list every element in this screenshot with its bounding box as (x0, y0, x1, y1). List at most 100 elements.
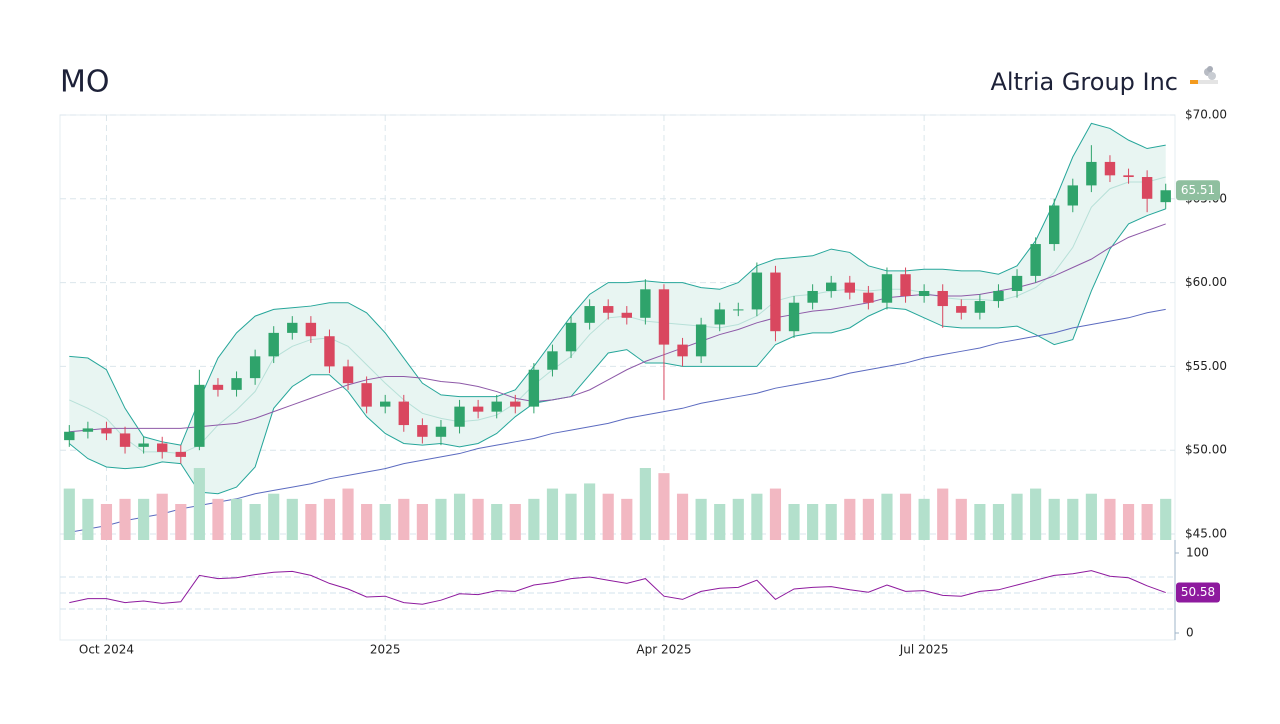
volume-bar (565, 493, 577, 540)
candle-body (658, 289, 670, 345)
candle-body (881, 274, 893, 303)
candle-body (714, 309, 725, 325)
candle-body (1104, 161, 1116, 176)
volume-bar (584, 483, 596, 540)
volume-bar (881, 493, 893, 540)
candle-body (342, 366, 354, 384)
volume-bar (899, 493, 912, 540)
rsi-line (69, 570, 1166, 605)
candle-body (324, 336, 335, 367)
candle-body (1160, 190, 1171, 203)
candle-body (603, 306, 614, 313)
rsi-badge (1176, 582, 1220, 603)
volume-bar (769, 488, 782, 540)
candle-body (64, 431, 75, 441)
volume-bar (138, 498, 150, 540)
candle-body (454, 406, 465, 427)
candle-body (1030, 244, 1041, 276)
candle-body (212, 384, 224, 390)
candle-body (733, 309, 744, 311)
volume-bar (639, 468, 651, 540)
candle-body (547, 351, 558, 370)
company-name: Altria Group Inc (990, 68, 1178, 96)
volume-bar (658, 473, 670, 540)
x-tick-label: 2025 (370, 643, 401, 657)
plot-frame (59, 114, 1176, 641)
volume-bar (1141, 504, 1153, 540)
volume-bar (937, 488, 949, 540)
volume-bar (807, 504, 819, 540)
band-upper (69, 122, 1166, 446)
volume-bar (602, 493, 614, 540)
candle-body (417, 425, 428, 437)
volume-bar (509, 504, 521, 540)
candle-body (974, 301, 986, 313)
moving-average (69, 223, 1166, 433)
y-tick-label: $55.00 (1185, 359, 1227, 373)
volume-bar (751, 493, 763, 540)
candle-body (231, 378, 242, 390)
volume-bar (1030, 488, 1042, 540)
volume-bar (379, 504, 391, 540)
volume-bar (528, 498, 540, 540)
candle-body (956, 306, 967, 313)
volume-bar (992, 504, 1005, 540)
volume-bar (1122, 504, 1135, 540)
candle-body (361, 383, 372, 407)
candle-body (918, 290, 930, 297)
candle-body (268, 332, 279, 357)
band-area (69, 123, 1166, 494)
candle-body (491, 401, 502, 412)
volume-bar (175, 504, 187, 540)
volume-bar (844, 498, 856, 540)
volume-bar (1011, 493, 1023, 540)
volume-bar (453, 493, 466, 540)
volume-bar (676, 493, 689, 540)
candle-body (249, 356, 261, 379)
volume-bar (862, 498, 874, 540)
candle-body (1049, 205, 1060, 245)
rsi-tick-label: 100 (1186, 546, 1209, 560)
volume-bar (472, 498, 484, 540)
moving-average (69, 308, 1166, 533)
x-tick-label: Jul 2025 (899, 643, 949, 657)
candle-body (826, 282, 837, 291)
candle-body (1086, 161, 1097, 186)
company-icon (1190, 66, 1218, 84)
volume-bar (955, 498, 967, 540)
candle-body (1067, 185, 1078, 206)
volume-bar (323, 498, 336, 540)
x-tick-label: Oct 2024 (79, 643, 134, 657)
y-tick-label: $70.00 (1185, 108, 1227, 122)
candle-body (528, 369, 540, 407)
volume-bar (342, 488, 354, 540)
candle-body (398, 401, 409, 426)
band-lower (68, 208, 1166, 495)
price-badge-label: 65.51 (1181, 183, 1215, 197)
candle-body (863, 292, 874, 303)
volume-bar (249, 504, 261, 540)
candle-body (119, 433, 131, 447)
volume-bar (1067, 498, 1079, 540)
candle-body (1123, 175, 1134, 178)
volume-bar (398, 498, 410, 540)
volume-bar (1104, 498, 1116, 540)
volume-bar (546, 488, 559, 540)
candle-body (937, 290, 948, 307)
candle-body (435, 426, 447, 437)
y-tick-label: $60.00 (1185, 275, 1227, 289)
volume-bar (1048, 498, 1060, 540)
ticker-title: MO (60, 65, 110, 100)
band-middle (69, 176, 1166, 455)
rsi-tick-label: 0 (1186, 626, 1194, 640)
candle-body (1141, 177, 1153, 199)
volume-bar (695, 498, 707, 540)
candle-body (380, 401, 391, 407)
candle-body (287, 322, 298, 333)
volume-bar (974, 504, 986, 540)
candle-body (584, 306, 595, 323)
candle-body (472, 406, 484, 412)
volume-bar (918, 498, 930, 540)
volume-bar (732, 498, 744, 540)
